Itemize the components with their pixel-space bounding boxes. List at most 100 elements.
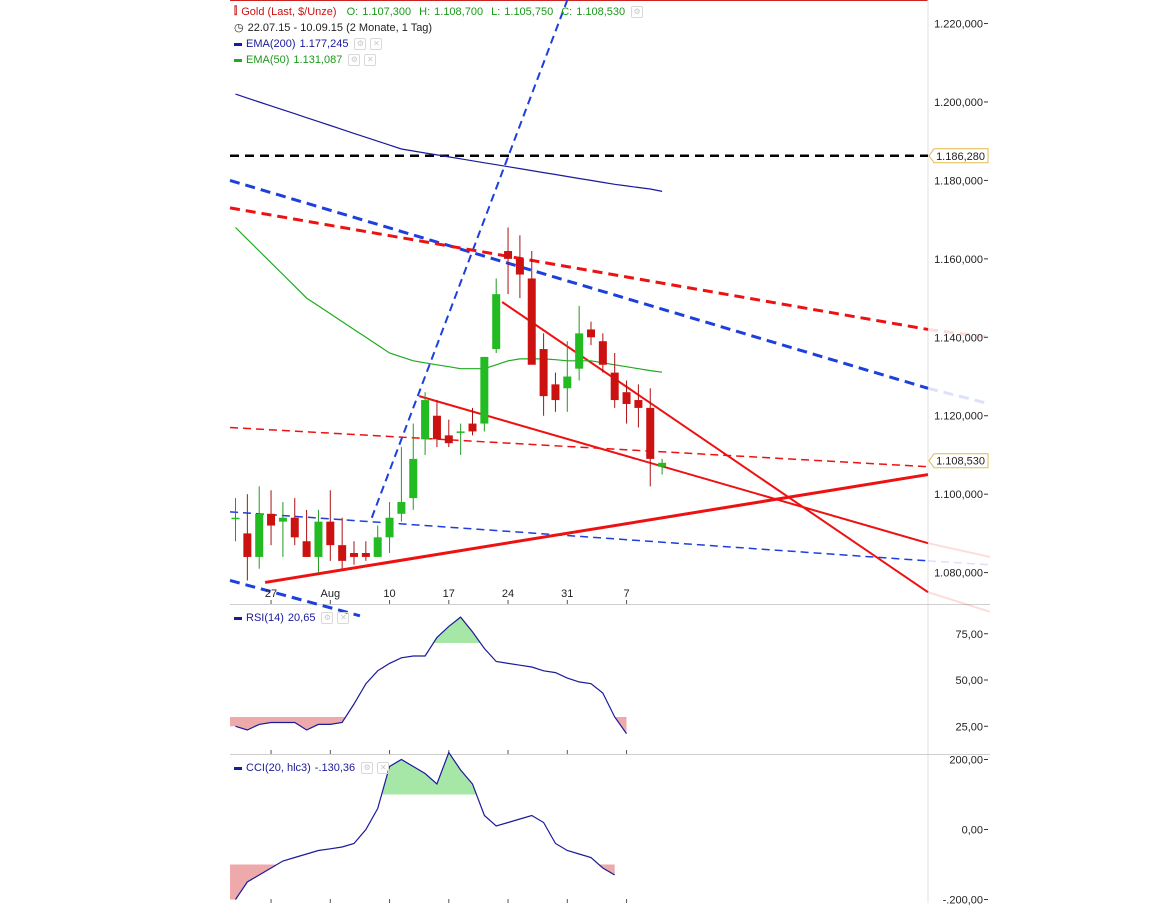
cci-legend: CCI(20, hlc3) -.130,36 ⚙ ✕ (234, 760, 390, 776)
candles-group (231, 227, 667, 581)
price-marker-label: 1.186,280 (936, 151, 985, 163)
candle-body (409, 458, 418, 499)
cci-oversold-fill (230, 864, 615, 900)
candle-body (326, 521, 335, 546)
time-tick-label: 31 (561, 588, 573, 600)
clock-icon: ◷ (234, 22, 244, 34)
time-tick-label: Aug (321, 588, 341, 600)
candle-body (610, 372, 619, 401)
red-wedge-lower-line-extension (927, 542, 991, 558)
candle-body (468, 423, 477, 432)
candle-body (444, 435, 453, 444)
red-upper-trendline-extension (927, 327, 991, 339)
candle-body (231, 517, 240, 520)
ema50-settings-icon[interactable]: ⚙ (348, 54, 361, 66)
candle-body (492, 294, 501, 350)
cci-close-icon[interactable]: ✕ (377, 762, 390, 774)
ema50-swatch (234, 58, 242, 62)
cci-tick-label: 0,00 (962, 825, 983, 837)
legend-range-row: ◷ 22.07.15 - 10.09.15 (2 Monate, 1 Tag) (234, 20, 643, 36)
price-marker-label: 1.108,530 (936, 456, 985, 468)
blue-bottom-left-trendline (229, 579, 361, 618)
instrument-name: Gold (Last, $/Unze) (241, 6, 337, 18)
rsi-line (235, 616, 627, 734)
red-middle-trendline (229, 426, 929, 468)
ema200-close-icon[interactable]: ✕ (370, 38, 383, 50)
cci-tick-label: 200,00 (949, 755, 983, 767)
candle-body (515, 258, 524, 275)
rsi-panel (230, 616, 627, 734)
ema50-close-icon[interactable]: ✕ (364, 54, 377, 66)
rsi-tick-label: 50,00 (955, 675, 983, 687)
candle-body (421, 400, 430, 440)
rsi-legend: RSI(14) 20,65 ⚙ ✕ (234, 610, 350, 626)
candle-body (397, 502, 406, 514)
rsi-name: RSI(14) (246, 612, 284, 624)
rsi-tick-label: 75,00 (955, 629, 983, 641)
legend-instrument-row: ⫿ Gold (Last, $/Unze) O: 1.107,300 H: 1.… (234, 4, 644, 20)
cci-legend-row: CCI(20, hlc3) -.130,36 ⚙ ✕ (234, 760, 390, 776)
cci-line (235, 751, 616, 900)
time-tick-label: 10 (383, 588, 395, 600)
blue-lower-trendline (229, 511, 929, 562)
ohlc-high-label: H: (419, 6, 431, 18)
candle-body (456, 431, 465, 433)
price-tick-label: 1.220,000 (934, 19, 983, 31)
rsi-settings-icon[interactable]: ⚙ (321, 612, 334, 624)
red-upper-trendline (229, 206, 929, 331)
candle-body (598, 341, 607, 365)
blue-upper-trendline-extension (927, 386, 991, 406)
ema200-name: EMA(200) (246, 38, 296, 50)
ema50-value: 1.131,087 (293, 54, 343, 66)
candle-body (385, 517, 394, 538)
candle-body (302, 541, 311, 557)
settings-icon[interactable]: ⚙ (631, 6, 644, 18)
ema200-settings-icon[interactable]: ⚙ (354, 38, 367, 50)
cci-tick-label: -.200,00 (943, 895, 983, 906)
price-marker-box (928, 148, 989, 164)
rsi-oversold-fill (230, 717, 627, 734)
chart-type-icon[interactable]: ⫿ (234, 6, 238, 17)
rsi-tick-label: 25,00 (955, 721, 983, 733)
candle-body (563, 376, 572, 389)
price-tick-label: 1.160,000 (934, 254, 983, 266)
price-axis: 1.220,000 1.200,000 1.180,000 1.160,000 1.14… (928, 19, 989, 580)
candle-body (314, 521, 323, 557)
ema200-line (235, 93, 663, 192)
price-tick-label: 1.100,000 (934, 489, 983, 501)
time-axis: 27 Aug 10 17 24 31 7 (265, 588, 630, 903)
ohlc-low: 1.105,750 (504, 6, 554, 18)
red-wedge-lower-line (418, 395, 929, 545)
main-legend: ⫿ Gold (Last, $/Unze) O: 1.107,300 H: 1.… (234, 4, 644, 68)
red-wedge-upper-line-extension (927, 591, 991, 613)
candle-body (361, 553, 370, 557)
legend-ema200-row: EMA(200) 1.177,245 ⚙ ✕ (234, 36, 643, 52)
candle-body (587, 329, 595, 338)
candle-body (504, 251, 513, 259)
rsi-legend-row: RSI(14) 20,65 ⚙ ✕ (234, 610, 350, 626)
ema200-swatch (234, 42, 242, 46)
blue-lower-trendline-extension (927, 560, 991, 566)
rsi-swatch (234, 616, 242, 620)
ohlc-open-label: O: (346, 6, 359, 18)
rsi-overbought-fill (235, 617, 627, 643)
date-range: 22.07.15 - 10.09.15 (2 Monate, 1 Tag) (247, 22, 433, 34)
ema200-value: 1.177,245 (299, 38, 349, 50)
ohlc-close: 1.108,530 (576, 6, 626, 18)
candle-body (432, 415, 441, 440)
time-tick-label: 27 (265, 588, 277, 600)
legend-ema50-row: EMA(50) 1.131,087 ⚙ ✕ (234, 52, 643, 68)
candle-body (551, 384, 560, 401)
rsi-close-icon[interactable]: ✕ (337, 612, 350, 624)
cci-settings-icon[interactable]: ⚙ (361, 762, 374, 774)
blue-steep-trendline (370, 0, 569, 519)
ema50-line (235, 227, 663, 373)
ohlc-high: 1.108,700 (434, 6, 484, 18)
cci-value: -.130,36 (314, 762, 356, 774)
candle-body (338, 545, 347, 561)
candle-body (646, 407, 655, 459)
time-tick-label: 17 (443, 588, 455, 600)
time-tick-label: 7 (623, 588, 629, 600)
